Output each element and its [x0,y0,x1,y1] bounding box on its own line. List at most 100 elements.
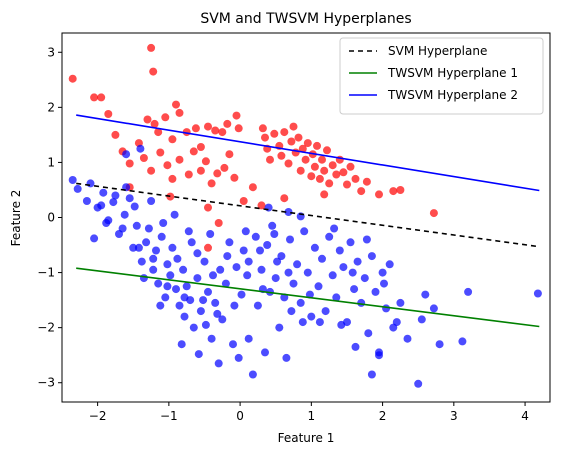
data-point [298,318,307,327]
data-point [325,179,334,188]
data-point [323,146,331,155]
data-point [261,348,269,357]
data-point [321,307,330,316]
data-point [257,265,266,274]
hyperplane-line [76,267,540,328]
y-tick-label: 3 [47,45,55,59]
data-point [173,254,182,263]
data-point [270,129,279,138]
data-point [166,192,175,201]
data-point [403,334,412,343]
data-point [303,268,312,277]
data-point [268,221,277,230]
data-point [175,108,184,117]
data-point [293,260,302,269]
data-point [177,340,186,349]
data-point [122,150,131,159]
y-tick-label: −1 [37,266,55,280]
data-point [286,235,294,244]
x-tick-label: 4 [521,409,529,423]
data-point [97,201,106,210]
data-point [175,301,184,310]
data-point [73,184,82,193]
data-point [90,234,99,243]
data-point [382,304,391,313]
data-point [234,124,243,133]
x-axis-label: Feature 1 [278,431,335,445]
data-point [332,293,341,302]
data-point [310,243,319,252]
y-tick-label: 1 [47,155,55,169]
data-point [380,279,388,288]
x-tick-label: 2 [379,409,387,423]
data-point [130,202,139,211]
data-point [196,143,205,151]
data-point [175,155,184,164]
y-tick-label: −3 [37,376,55,390]
data-point [339,168,348,177]
data-point [294,133,303,142]
data-point [213,309,222,318]
data-point [230,301,239,310]
data-point [357,298,366,307]
data-point [199,296,208,305]
legend-label: TWSVM Hyperplane 1 [387,66,518,80]
data-point [237,290,246,299]
data-point [182,282,191,291]
data-point [68,176,77,184]
data-point [156,301,165,310]
hyperplane-line [76,182,540,248]
data-point [207,334,216,343]
data-point [296,298,305,307]
data-point [139,154,148,162]
data-point [179,265,188,274]
data-point [375,190,383,199]
data-point [82,197,91,205]
data-point [216,265,225,274]
data-point [414,379,423,388]
data-point [163,161,172,170]
data-point [109,198,118,207]
data-point [264,203,273,212]
data-point [193,274,202,283]
data-point [328,161,337,170]
data-point [147,197,156,205]
data-point [147,43,156,52]
data-point [307,312,316,321]
data-point [251,232,260,241]
data-point [149,67,158,76]
data-point [287,307,296,316]
data-point [320,166,329,175]
x-tick-label: −2 [89,409,107,423]
data-point [149,265,158,274]
data-point [271,274,280,283]
data-point [150,119,159,128]
data-point [201,157,210,166]
data-point [284,159,293,168]
data-point [111,191,120,200]
data-point [263,241,272,249]
data-point [230,173,239,182]
data-point [221,279,230,288]
data-point [204,203,212,212]
data-point [187,238,196,247]
data-point [161,113,170,122]
data-point [229,340,237,349]
data-point [429,209,438,218]
data-point [277,151,286,160]
data-point [303,139,312,148]
data-point [125,159,134,168]
data-point [277,252,286,261]
plot-area: −2 −1 0 1 2 3 4 −3 −2 −1 0 1 2 3 [37,32,551,423]
data-point [275,323,284,332]
data-point [206,230,215,238]
chart-title: SVM and TWSVM Hyperplanes [200,11,411,27]
data-point [223,252,232,261]
x-tick-label: 0 [236,409,244,423]
data-point [392,318,401,327]
data-point [270,230,279,238]
data-point [364,329,373,338]
data-point [200,257,209,266]
data-point [213,169,222,178]
data-point [256,246,264,255]
